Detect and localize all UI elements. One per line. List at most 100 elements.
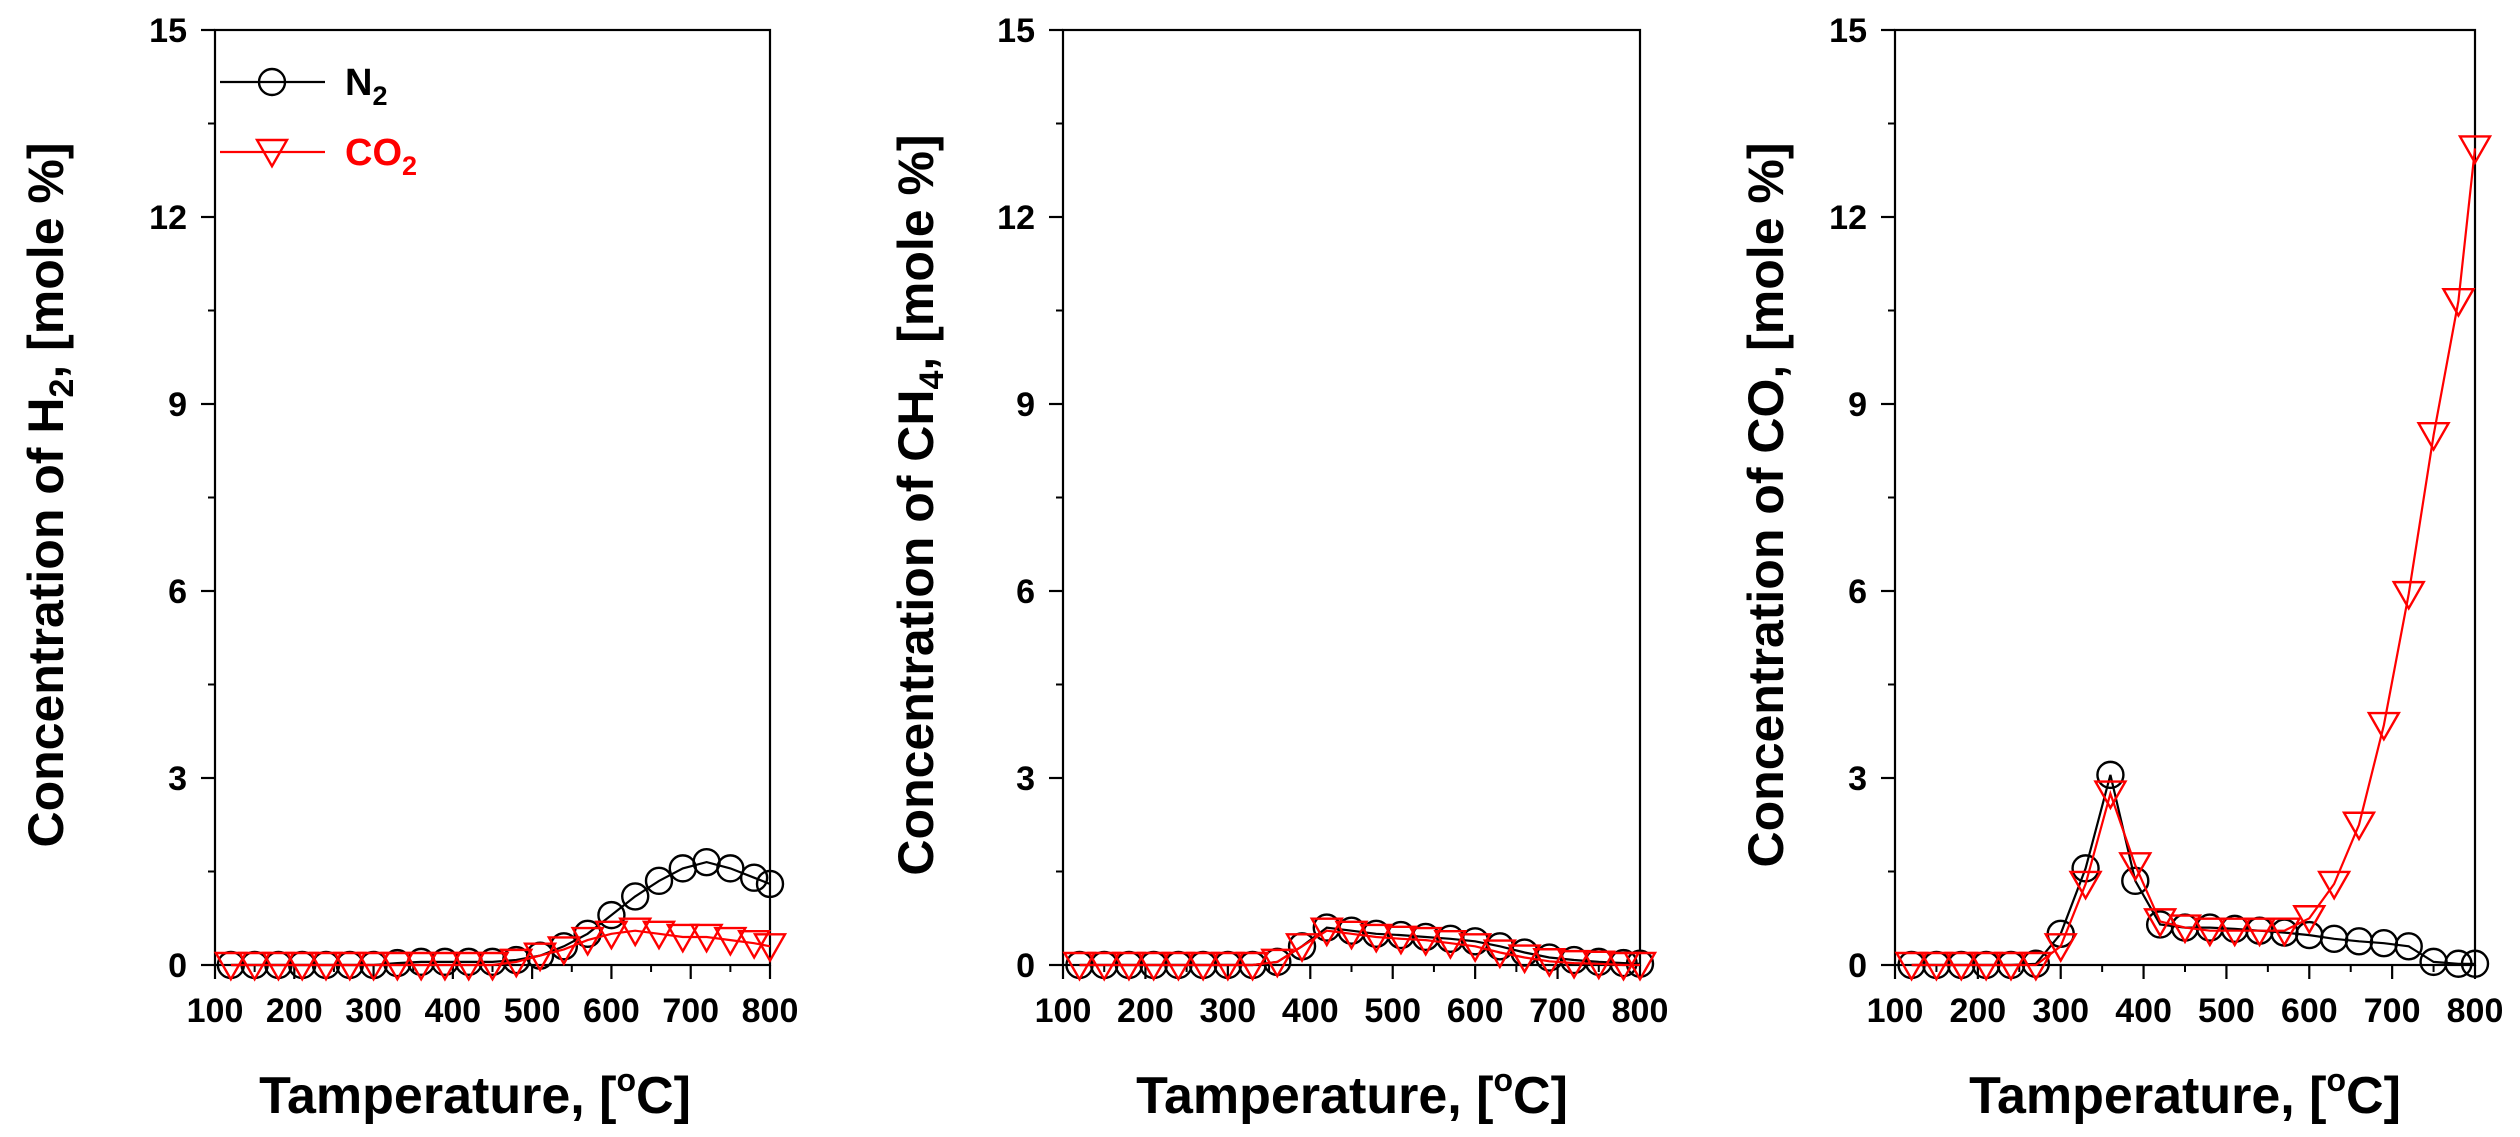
data-point-CO2 (2167, 914, 2203, 945)
data-point-CO2 (1334, 920, 1369, 951)
y-tick-label: 3 (168, 760, 187, 798)
data-point-N2 (755, 869, 785, 899)
data-point-CO2 (2457, 135, 2493, 166)
x-tick-label: 800 (1612, 992, 1669, 1030)
data-point-CO2 (1210, 951, 1245, 982)
data-point-CO2 (1260, 948, 1295, 979)
data-point-CO2 (2143, 908, 2178, 939)
y-axis-title: Concentration of CO, [mole %] (1738, 143, 1794, 868)
y-tick-label: 9 (1848, 386, 1867, 424)
x-tick-label: 800 (742, 992, 799, 1030)
y-tick-label: 6 (168, 573, 187, 611)
y-tick-label: 15 (149, 12, 187, 50)
x-tick-label: 800 (2447, 992, 2504, 1030)
data-point-CO2 (1894, 951, 1929, 982)
data-point-CO2 (2242, 917, 2277, 948)
y-tick-label: 9 (1016, 386, 1035, 424)
data-point-CO2 (404, 951, 439, 982)
x-axis-title-superscript: o (1493, 1062, 1513, 1098)
data-point-CO2 (1581, 950, 1616, 981)
data-point-N2 (383, 948, 412, 978)
data-point-CO2 (1944, 951, 1979, 982)
data-point-CO2 (1532, 948, 1567, 978)
data-point-CO2 (523, 942, 558, 973)
legend-label-text: N (345, 62, 372, 104)
x-axis-title-text: Tamperature, [ (259, 1067, 616, 1125)
data-point-N2 (621, 882, 650, 911)
data-point-CO2 (1186, 951, 1221, 982)
x-axis-title-superscript: o (2326, 1062, 2346, 1098)
y-tick-label: 12 (997, 199, 1035, 237)
data-point-CO2 (2217, 917, 2252, 948)
data-point-CO2 (1482, 939, 1517, 970)
data-point-CO2 (1919, 951, 1954, 982)
data-point-CO2 (1235, 951, 1270, 982)
data-point-CO2 (2043, 933, 2078, 963)
data-point-CO2 (665, 923, 700, 954)
data-point-CO2 (2317, 870, 2352, 901)
chart-panel-3: 100 200 300 400 500 600 700 800 0 3 6 9 12 15 Concentr… (1738, 12, 2503, 1125)
series-CO2 (213, 917, 788, 982)
data-point-CO2 (475, 951, 510, 982)
legend-label-text: CO (345, 132, 402, 174)
data-point-CO2 (1309, 917, 1344, 948)
series-CO2 (1062, 917, 1658, 982)
data-point-CO2 (1507, 944, 1542, 975)
data-point-CO2 (1087, 951, 1122, 982)
plot-frame (1893, 28, 2477, 967)
chart-panel-1: 100 200 300 400 500 600 700 800 0 3 6 9 12 15 Concentr… (18, 12, 798, 1125)
data-point-N2 (2460, 949, 2490, 978)
data-point-CO2 (427, 951, 462, 982)
x-tick-label: 700 (2364, 992, 2421, 1030)
series-CO2 (1894, 135, 2493, 982)
x-tick-label: 400 (424, 992, 481, 1030)
data-point-CO2 (2068, 870, 2103, 901)
data-point-CO2 (2391, 580, 2426, 611)
data-point-CO2 (2093, 780, 2128, 811)
y-tick-label: 6 (1016, 573, 1035, 611)
y-axis-title: Concentration of CH4, [mole %] (888, 134, 951, 875)
data-point-CO2 (1556, 949, 1592, 980)
y-tick-label: 0 (1016, 947, 1035, 985)
y-axis-title-text: Concentration of CO, [mole %] (1738, 143, 1794, 868)
data-point-CO2 (618, 917, 653, 948)
y-tick-label: 15 (1829, 12, 1867, 50)
y-tick-label: 12 (149, 199, 187, 237)
y-axis-title-text-end: , [mole %] (888, 134, 944, 370)
y-axis-title-text-end: , [mole %] (18, 142, 74, 378)
legend-label-CO2: CO2 (345, 132, 417, 181)
data-point-CO2 (237, 951, 272, 982)
data-point-N2 (2444, 949, 2473, 978)
data-point-N2 (1584, 947, 1613, 977)
y-tick-label: 0 (168, 947, 187, 985)
x-tick-label: 100 (1035, 992, 1092, 1030)
data-point-N2 (597, 900, 626, 930)
data-point-CO2 (713, 926, 748, 957)
series-line-CO2 (230, 929, 771, 967)
data-point-CO2 (1161, 951, 1196, 982)
data-point-CO2 (1993, 951, 2029, 982)
data-point-CO2 (1969, 951, 2004, 982)
y-axis-title: Concentration of H2, [mole %] (18, 142, 81, 847)
x-tick-label: 200 (266, 992, 323, 1030)
plot-frame (213, 28, 772, 967)
x-tick-label: 400 (2115, 992, 2172, 1030)
y-tick-label: 6 (1848, 573, 1867, 611)
data-point-CO2 (1284, 933, 1320, 963)
data-point-CO2 (1062, 951, 1097, 982)
x-tick-label: 700 (662, 992, 719, 1030)
data-point-CO2 (2192, 917, 2227, 948)
data-point-CO2 (594, 920, 629, 951)
x-axis-title-text-end: C] (2346, 1067, 2401, 1125)
data-point-CO2 (451, 951, 486, 982)
data-point-CO2 (1111, 951, 1147, 982)
data-point-CO2 (1433, 929, 1468, 960)
data-point-CO2 (1383, 925, 1419, 956)
data-point-CO2 (356, 951, 391, 982)
x-tick-label: 100 (187, 992, 244, 1030)
x-axis-title-text-end: C] (1513, 1067, 1568, 1125)
data-point-N2 (644, 866, 674, 896)
x-tick-label: 200 (1117, 992, 1174, 1030)
data-point-N2 (1625, 949, 1655, 978)
